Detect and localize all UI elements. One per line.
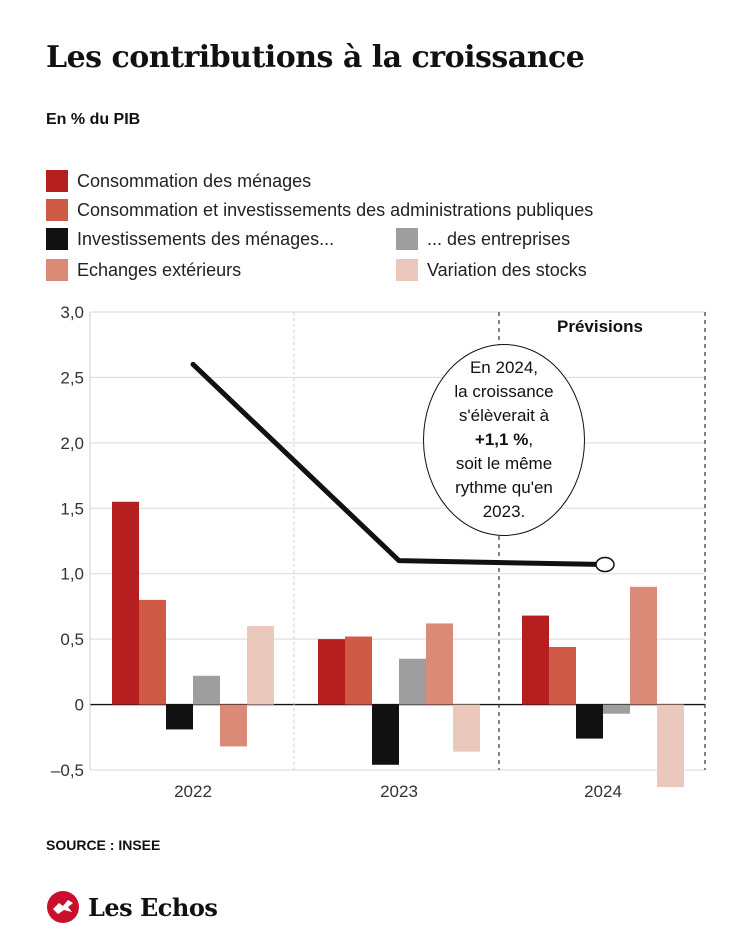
brand-logo: Les Echos	[46, 890, 218, 924]
callout-line-4: +1,1 %,	[475, 428, 533, 452]
y-tick-label: 0	[75, 696, 84, 715]
bar	[453, 704, 480, 752]
callout-line-6: rythme qu'en	[455, 478, 553, 497]
x-tick-label: 2024	[584, 782, 622, 801]
callout-growth-value: +1,1 %	[474, 430, 529, 449]
bar	[549, 646, 576, 705]
x-tick-label: 2022	[174, 782, 212, 801]
x-tick-label: 2023	[380, 782, 418, 801]
legend-swatch	[396, 228, 418, 250]
growth-line-endpoint	[595, 556, 615, 573]
y-tick-label: –0,5	[51, 761, 84, 780]
legend-swatch	[46, 199, 68, 221]
bar	[193, 675, 220, 705]
chart-title: Les contributions à la croissance	[46, 40, 585, 75]
legend-item-investissements-menages: Investissements des ménages...	[46, 228, 334, 250]
callout-line-1: En 2024,	[469, 358, 539, 377]
bar	[220, 704, 247, 747]
legend-swatch	[396, 259, 418, 281]
source-note: SOURCE : INSEE	[46, 837, 161, 853]
legend-label: Investissements des ménages...	[77, 228, 335, 249]
bar	[372, 704, 399, 765]
bar-chart: 3,0 2,5 2,0 1,5 1,0 0,5 0 –0,5 Prévisions 2022 202…	[51, 303, 706, 801]
y-tick-label: 1,5	[60, 499, 84, 518]
y-tick-label: 1,0	[60, 565, 84, 584]
callout-line-3: s'élèverait à	[458, 406, 550, 425]
y-tick-label: 3,0	[60, 303, 84, 322]
bar	[112, 501, 139, 705]
bar	[166, 704, 193, 730]
legend-label: Consommation des ménages	[77, 170, 312, 191]
legend-label: Echanges extérieurs	[77, 259, 242, 280]
bar	[657, 704, 684, 788]
bar	[522, 615, 549, 705]
les-echos-logo-icon	[47, 891, 79, 923]
callout-line-2: la croissance	[454, 382, 554, 401]
y-tick-label: 0,5	[60, 630, 84, 649]
forecast-label: Prévisions	[557, 317, 643, 336]
legend-label: Consommation et investissements des admi…	[77, 199, 594, 220]
legend-swatch	[46, 259, 68, 281]
bar	[399, 658, 426, 705]
bar	[576, 704, 603, 739]
bar	[318, 639, 345, 705]
legend-label: ... des entreprises	[427, 228, 571, 249]
growth-line	[190, 361, 608, 568]
legend-item-entreprises: ... des entreprises	[396, 228, 570, 250]
callout-line-7: 2023.	[482, 502, 526, 521]
y-tick-label: 2,5	[60, 368, 84, 387]
bar	[630, 586, 657, 705]
bar	[247, 626, 274, 705]
callout-line-5: soit le même	[455, 454, 553, 473]
y-tick-label: 2,0	[60, 434, 84, 453]
legend-item-echanges-exterieurs: Echanges extérieurs	[46, 259, 241, 281]
legend-item-consommation-menages: Consommation des ménages	[46, 170, 311, 192]
bar	[426, 623, 453, 705]
callout-bubble: En 2024, la croissance s'élèverait à +1,…	[423, 344, 585, 536]
legend-label: Variation des stocks	[427, 259, 587, 280]
bar	[345, 636, 372, 705]
bar	[603, 704, 630, 714]
legend-item-variation-stocks: Variation des stocks	[396, 259, 587, 281]
chart-subtitle: En % du PIB	[46, 111, 141, 128]
callout-comma: ,	[528, 430, 534, 449]
legend-swatch	[46, 228, 68, 250]
legend-item-administrations: Consommation et investissements des admi…	[46, 199, 593, 221]
brand-name: Les Echos	[88, 892, 218, 922]
legend-swatch	[46, 170, 68, 192]
bar	[139, 599, 166, 705]
